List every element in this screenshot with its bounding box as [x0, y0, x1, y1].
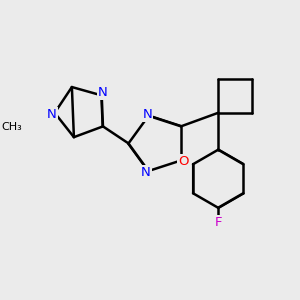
- Text: N: N: [98, 86, 108, 99]
- Text: O: O: [178, 155, 189, 168]
- Text: N: N: [142, 108, 152, 121]
- Text: N: N: [47, 108, 57, 121]
- Text: F: F: [214, 216, 222, 229]
- Text: CH₃: CH₃: [1, 122, 22, 132]
- Text: N: N: [141, 166, 151, 179]
